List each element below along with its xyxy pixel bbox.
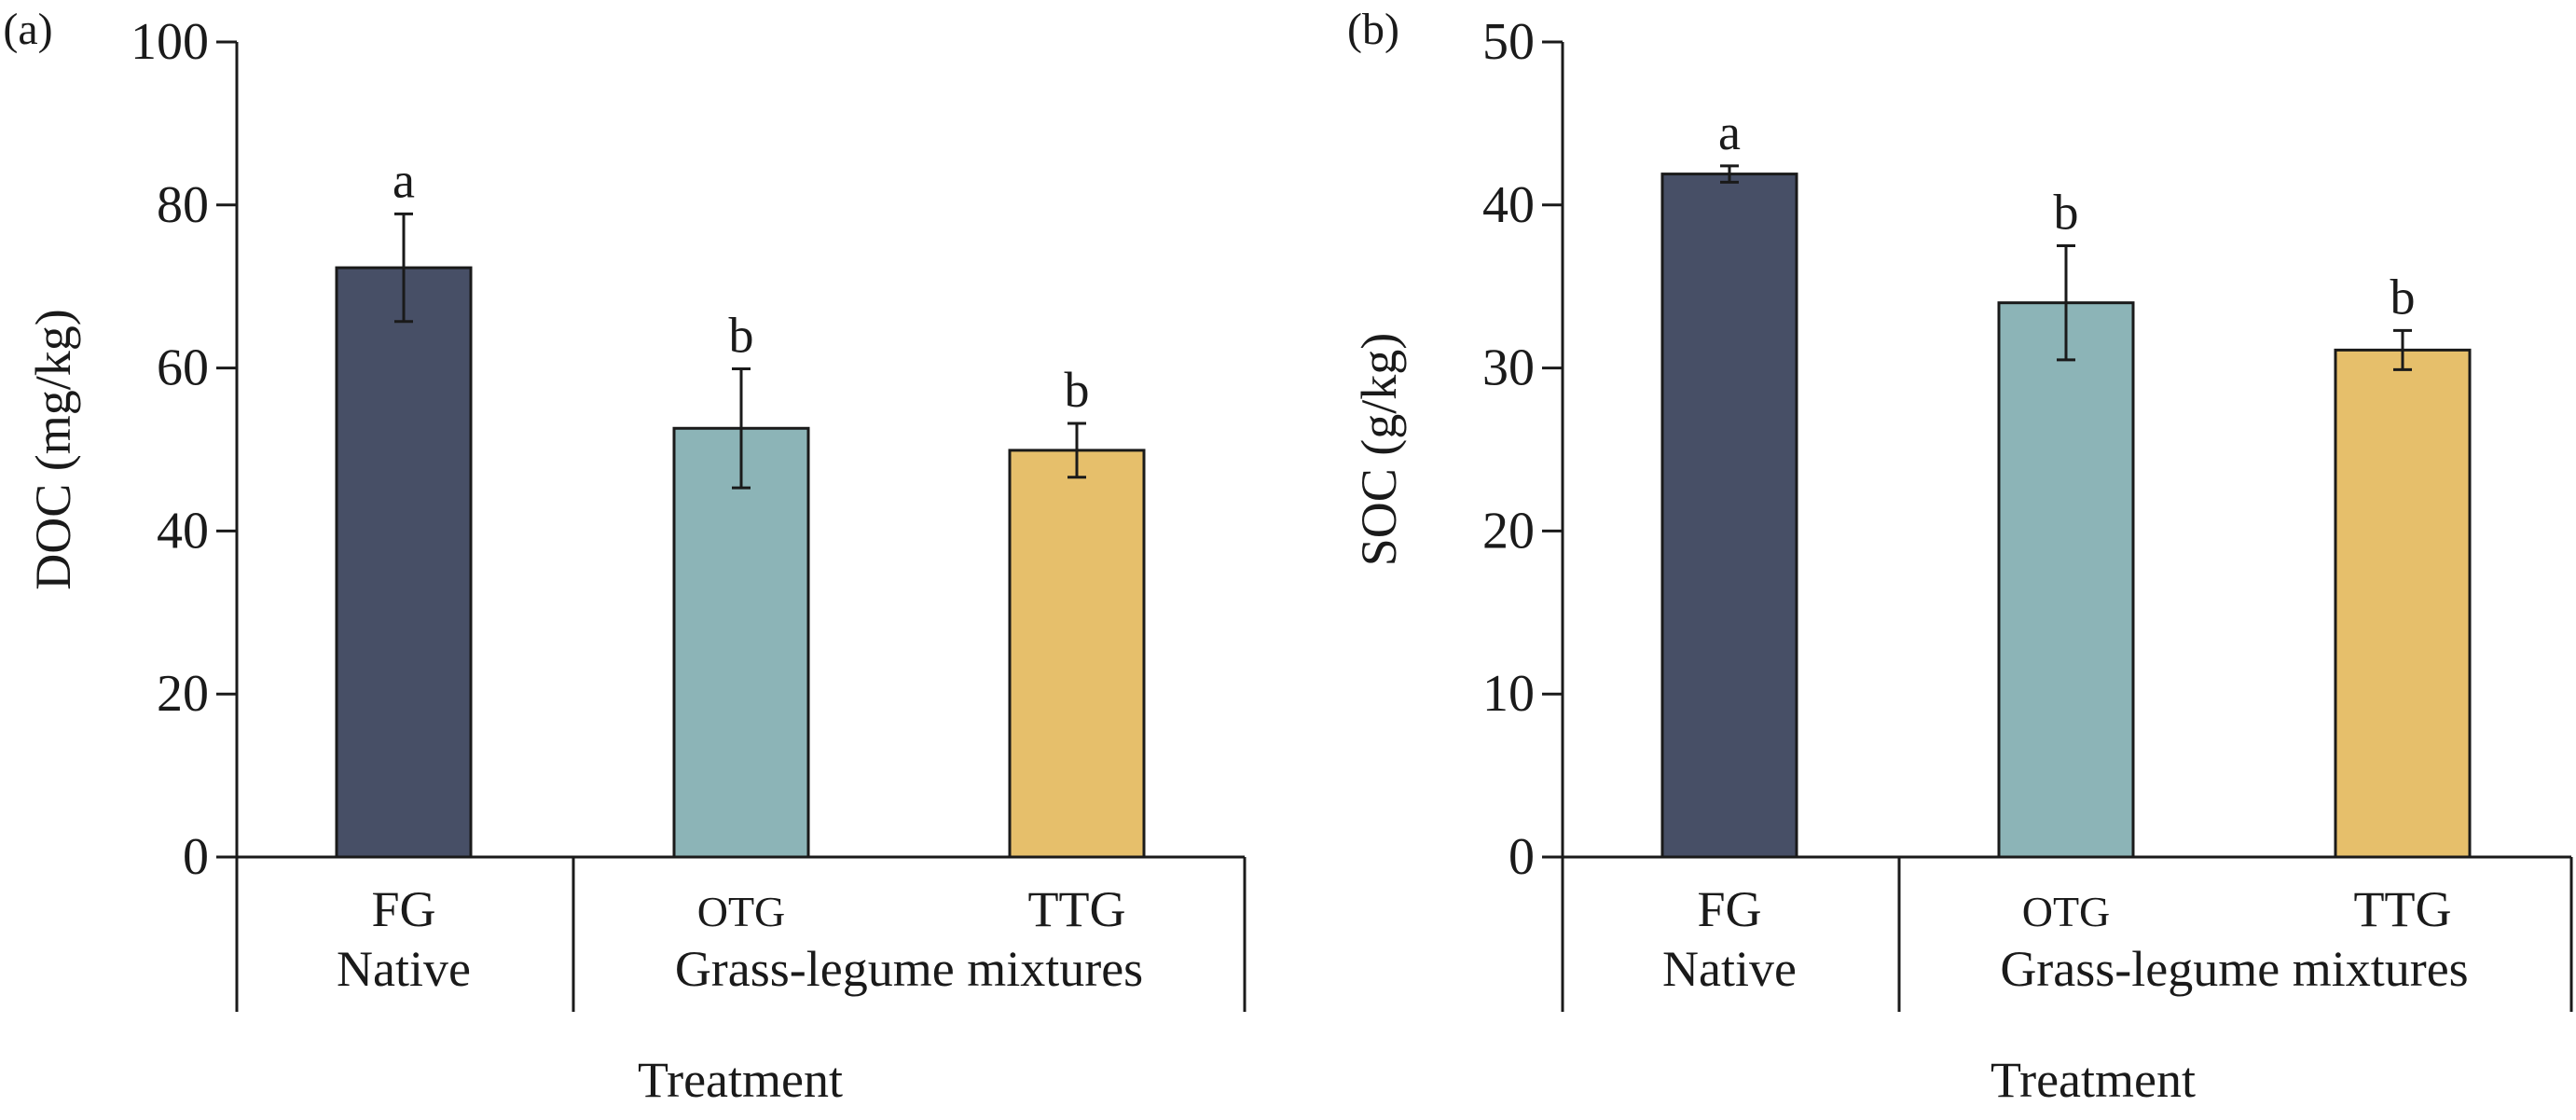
- bar-ttg: [2334, 348, 2472, 859]
- y-tick-label: 0: [1508, 828, 1535, 886]
- significance-letter: b: [729, 307, 754, 363]
- y-tick-label: 50: [1482, 13, 1535, 71]
- y-tick-label: 20: [157, 665, 209, 723]
- x-tick-label: TTG: [1028, 881, 1126, 937]
- chart-panel-a: (a) 0 20 40 60 80 100 DOC (mg/kg) a FG b OTG b TTG Nat…: [3, 5, 1247, 1108]
- x-tick-label: FG: [371, 881, 435, 937]
- y-axis-title: SOC (g/kg): [1351, 333, 1407, 567]
- x-tick-label: OTG: [697, 888, 786, 935]
- bar-otg: [672, 426, 810, 859]
- y-tick-label: 20: [1482, 502, 1535, 560]
- x-tick-label: OTG: [2022, 888, 2111, 935]
- y-tick-label: 40: [1482, 176, 1535, 234]
- y-tick-label: 100: [131, 13, 209, 71]
- x-tick-label: TTG: [2354, 881, 2452, 937]
- y-tick-label: 60: [157, 339, 209, 397]
- significance-letter: a: [1718, 104, 1741, 160]
- bar-fg: [1660, 173, 1798, 859]
- y-tick-label: 40: [157, 502, 209, 560]
- bar-otg: [1997, 301, 2135, 859]
- x-axis-title: Treatment: [638, 1052, 843, 1108]
- group-label: Grass-legume mixtures: [2000, 941, 2468, 997]
- panel-label: (a): [3, 5, 52, 54]
- group-label: Grass-legume mixtures: [675, 941, 1143, 997]
- x-axis-title: Treatment: [1991, 1052, 2196, 1108]
- significance-letter: b: [1065, 362, 1090, 418]
- group-label: Native: [1662, 941, 1797, 997]
- y-axis-title: DOC (mg/kg): [25, 309, 81, 589]
- significance-letter: a: [393, 152, 415, 208]
- y-tick-label: 0: [183, 828, 209, 886]
- x-tick-label: FG: [1697, 881, 1761, 937]
- bar-fg: [335, 266, 473, 859]
- significance-letter: b: [2390, 269, 2416, 325]
- y-tick-label: 80: [157, 176, 209, 234]
- group-label: Native: [337, 941, 471, 997]
- y-tick-label: 30: [1482, 339, 1535, 397]
- panel-label: (b): [1347, 5, 1399, 54]
- chart-panel-b: (b) 0 10 20 30 40 50 SOC (g/kg) a FG b OTG b TTG Nativ…: [1347, 5, 2573, 1108]
- bar-ttg: [1008, 449, 1146, 859]
- y-tick-label: 10: [1482, 665, 1535, 723]
- significance-letter: b: [2054, 185, 2079, 241]
